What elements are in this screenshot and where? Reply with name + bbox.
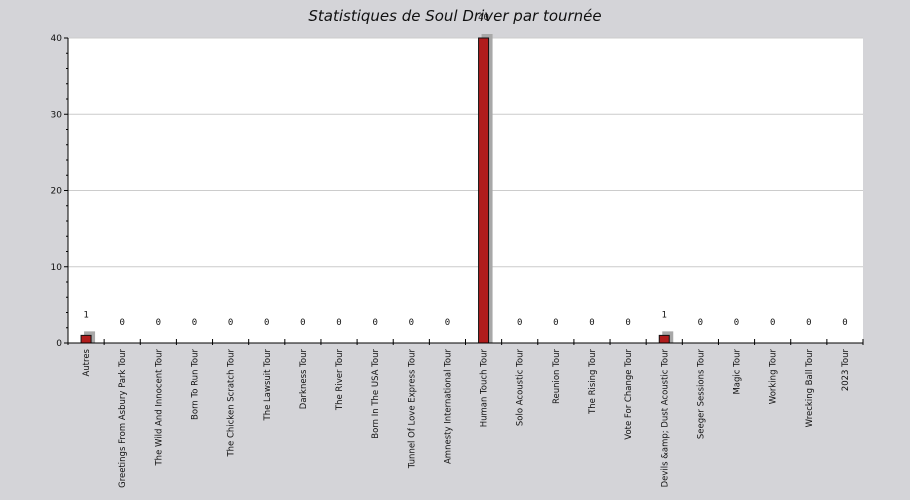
y-tick-label: 30 bbox=[51, 110, 63, 120]
data-label: 0 bbox=[842, 318, 847, 328]
y-tick-label: 0 bbox=[56, 339, 62, 349]
bar bbox=[658, 334, 670, 344]
bar bbox=[80, 334, 92, 344]
x-tick-labels: Autres Greetings From Asbury Park Tour The… bbox=[82, 348, 851, 487]
data-label: 0 bbox=[372, 318, 377, 328]
data-label: 40 bbox=[478, 13, 489, 23]
x-tick-label: The Rising Tour bbox=[588, 349, 598, 415]
data-label: 0 bbox=[806, 318, 811, 328]
data-label: 0 bbox=[300, 318, 305, 328]
data-label: 0 bbox=[445, 318, 450, 328]
data-label: 0 bbox=[734, 318, 739, 328]
x-tick-label: Human Touch Tour bbox=[480, 349, 490, 428]
data-label: 1 bbox=[662, 310, 667, 320]
data-label: 0 bbox=[336, 318, 341, 328]
x-tick-label: The River Tour bbox=[335, 349, 345, 412]
y-tick-labels: 0 10 20 30 40 bbox=[51, 34, 63, 349]
x-tick-label: Born To Run Tour bbox=[190, 349, 200, 420]
data-label: 0 bbox=[553, 318, 558, 328]
x-tick-label: Greetings From Asbury Park Tour bbox=[118, 349, 128, 488]
x-tick-label: The Lawsuit Tour bbox=[263, 348, 273, 421]
x-tick-label: Working Tour bbox=[769, 348, 779, 404]
data-label: 0 bbox=[119, 318, 124, 328]
data-label: 0 bbox=[770, 318, 775, 328]
data-label: 0 bbox=[517, 318, 522, 328]
x-tick-label: The Chicken Scratch Tour bbox=[227, 349, 237, 458]
x-tick-label: Amnesty International Tour bbox=[443, 349, 453, 464]
x-tick-label: Wrecking Ball Tour bbox=[805, 349, 815, 428]
x-tick-label: Darkness Tour bbox=[299, 349, 309, 410]
x-tick-label: Autres bbox=[82, 348, 92, 376]
data-label: 0 bbox=[409, 318, 414, 328]
x-tick-label: Reunion Tour bbox=[552, 349, 562, 405]
data-label: 0 bbox=[156, 318, 161, 328]
x-tick-label: Magic Tour bbox=[733, 349, 743, 395]
data-label: 0 bbox=[264, 318, 269, 328]
y-tick-label: 10 bbox=[51, 263, 63, 273]
x-tick-label: The Wild And Innocent Tour bbox=[154, 349, 164, 467]
y-tick-label: 40 bbox=[51, 34, 63, 44]
x-tick-label: 2023 Tour bbox=[841, 349, 851, 392]
axes bbox=[64, 37, 864, 345]
data-label: 0 bbox=[228, 318, 233, 328]
data-label: 0 bbox=[698, 318, 703, 328]
data-label: 0 bbox=[589, 318, 594, 328]
data-label: 1 bbox=[83, 310, 88, 320]
grid-lines bbox=[68, 37, 863, 268]
x-tick-label: Born In The USA Tour bbox=[371, 349, 381, 439]
x-tick-label: Tunnel Of Love Express Tour bbox=[407, 349, 417, 470]
data-label: 0 bbox=[625, 318, 630, 328]
x-tick-label: Seeger Sessions Tour bbox=[696, 349, 706, 440]
y-tick-label: 20 bbox=[51, 187, 63, 197]
bar bbox=[478, 37, 490, 344]
x-tick-label: Solo Acoustic Tour bbox=[516, 349, 526, 427]
data-label: 0 bbox=[192, 318, 197, 328]
x-tick-label: Devils &amp; Dust Acoustic Tour bbox=[660, 348, 670, 487]
x-tick-label: Vote For Change Tour bbox=[624, 349, 634, 440]
chart-title: Statistiques de Soul Driver par tournée bbox=[308, 7, 601, 25]
value-labels: 1 0 0 0 0 0 0 0 0 0 0 40 0 0 0 0 1 0 0 0 0 0 bbox=[83, 13, 847, 328]
